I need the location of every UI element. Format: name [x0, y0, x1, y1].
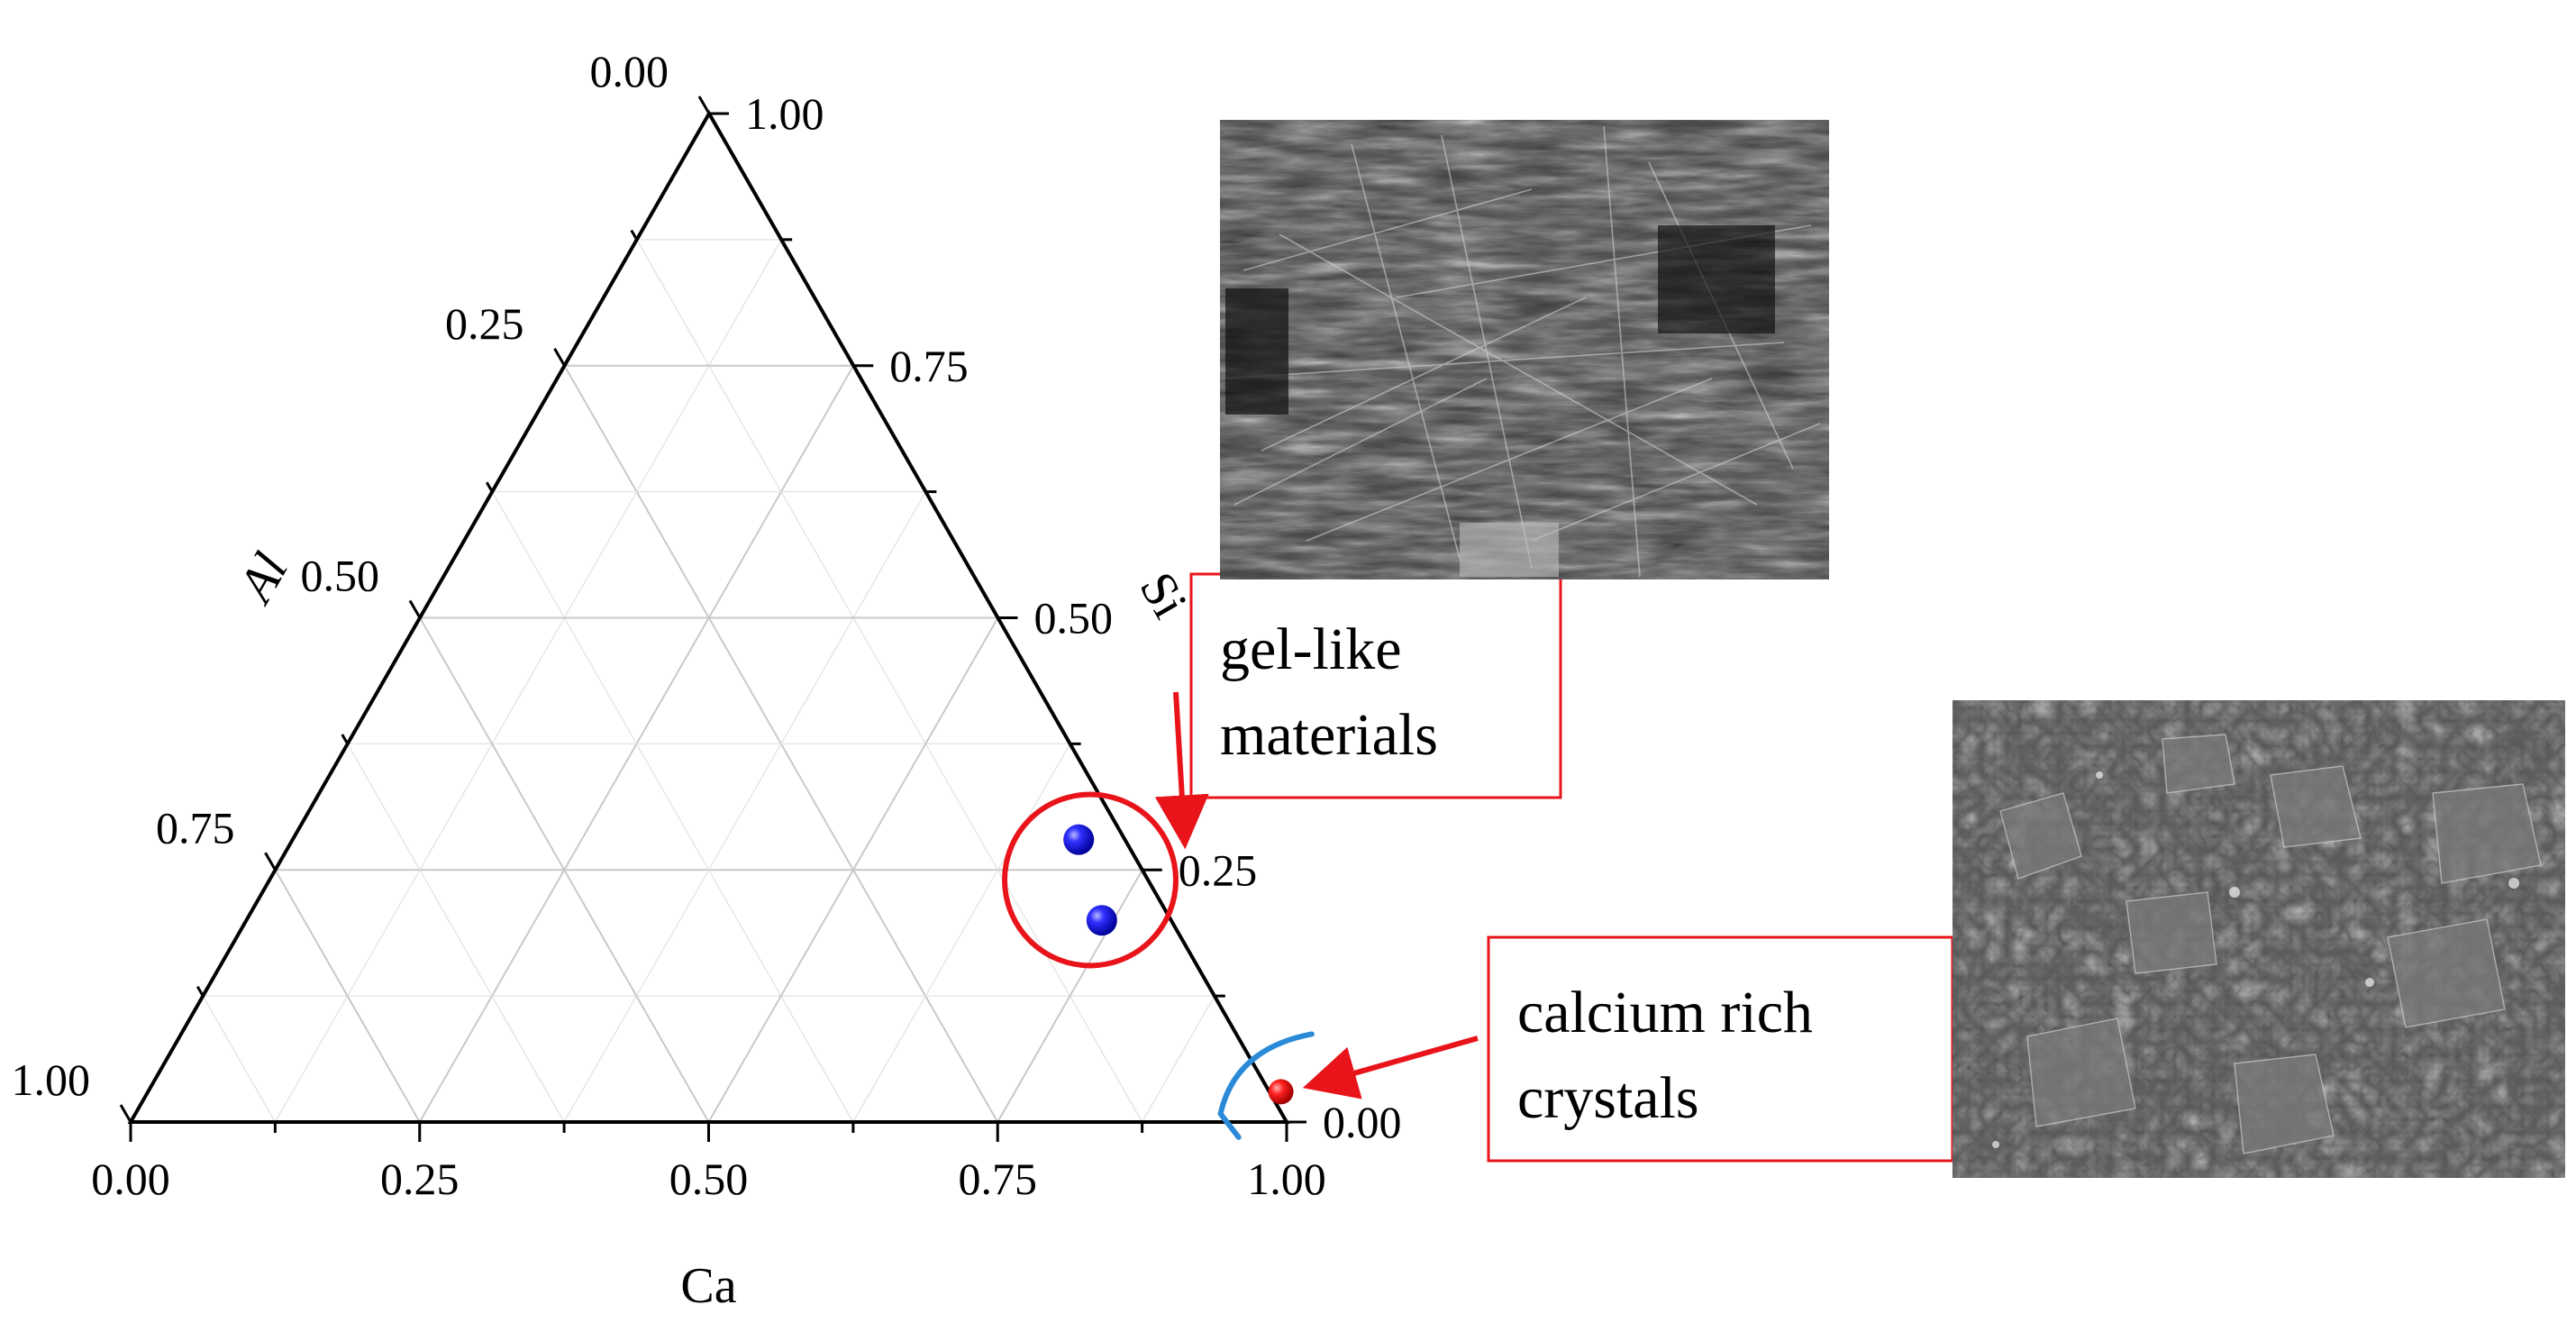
tick-label-ca: 0.25 — [380, 1154, 460, 1204]
axis-title-al: Al — [226, 544, 299, 615]
tick-label-al: 0.50 — [301, 551, 380, 601]
axis-title-si: Si — [1129, 563, 1198, 627]
data-point — [1268, 1079, 1294, 1105]
calcium-bracket — [1217, 1031, 1315, 1140]
grid-line-al — [274, 869, 421, 1123]
tick-label-si: 0.00 — [1323, 1097, 1402, 1147]
grid-line-al — [347, 744, 565, 1123]
tick-mark-al — [119, 1104, 132, 1123]
gel-callout-box — [1189, 572, 1562, 799]
tick-mark-al — [485, 481, 494, 493]
ternary-grid — [202, 239, 1215, 1123]
tick-label-ca: 0.00 — [91, 1154, 170, 1204]
tick-label-ca: 1.00 — [1247, 1154, 1326, 1204]
tick-mark-al — [697, 96, 711, 114]
grid-line-al — [636, 239, 1143, 1123]
tick-label-ca: 0.75 — [959, 1154, 1038, 1204]
tick-mark-al — [264, 852, 277, 871]
tick-mark-al — [553, 347, 566, 367]
tick-mark-al — [408, 599, 422, 619]
annotations: gel-like materials calcium rich crystals — [1002, 572, 1954, 1163]
tick-label-al: 0.25 — [445, 298, 524, 349]
gel-highlight-circle — [1002, 791, 1179, 969]
gel-arrow — [1154, 691, 1209, 850]
grid-line-ca — [274, 239, 782, 1123]
grid-line-ca — [1142, 995, 1215, 1123]
grid-line-ca — [707, 617, 999, 1123]
tick-label-al: 1.00 — [12, 1054, 91, 1105]
tick-mark-al — [196, 985, 205, 997]
tick-label-al: 0.75 — [156, 802, 235, 853]
tick-label-al: 0.00 — [590, 46, 669, 96]
tick-label-ca: 0.50 — [669, 1154, 749, 1204]
sem-fibrous-image — [1220, 120, 1829, 579]
grid-line-ca — [563, 491, 926, 1123]
grid-line-al — [491, 491, 854, 1123]
grid-line-ca — [997, 869, 1143, 1123]
tick-mark-al — [341, 734, 350, 745]
tick-label-si: 0.25 — [1179, 844, 1258, 895]
grid-line-ca — [852, 744, 1071, 1123]
data-point — [1086, 905, 1117, 936]
calcium-callout-line2: crystals — [1517, 1065, 1699, 1131]
data-points — [1063, 824, 1294, 1105]
gel-callout-line2: materials — [1220, 702, 1438, 768]
grid-line-al — [202, 995, 276, 1123]
gel-callout-line1: gel-like — [1220, 616, 1402, 682]
tick-label-si: 0.50 — [1034, 593, 1114, 643]
calcium-callout-line1: calcium rich — [1517, 980, 1813, 1045]
grid-line-al — [419, 617, 710, 1123]
calcium-callout-box — [1487, 935, 1954, 1163]
tick-mark-al — [630, 229, 639, 241]
sem-crystalline-image — [1952, 700, 2565, 1178]
tick-label-si: 0.75 — [889, 341, 969, 391]
data-point — [1063, 824, 1095, 855]
ternary-ticks — [119, 96, 1306, 1142]
calcium-arrow — [1302, 1036, 1479, 1099]
tick-label-si: 1.00 — [745, 88, 824, 139]
axis-title-ca: Ca — [680, 1258, 736, 1314]
